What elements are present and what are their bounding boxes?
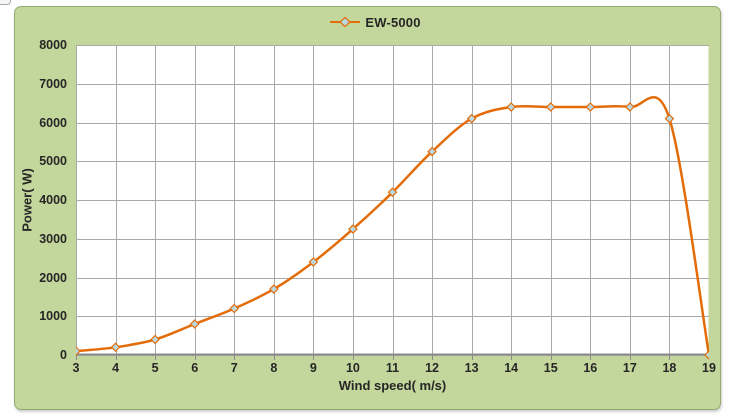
y-tick-label: 8000 [39,38,67,52]
x-tick-label: 18 [662,361,677,375]
x-tick-label: 16 [583,361,598,375]
legend-label: EW-5000 [365,14,421,30]
x-tick-label: 8 [270,361,278,375]
y-tick-label: 1000 [39,309,67,324]
x-tick-label: 17 [622,361,637,375]
x-tick-label: 4 [112,361,120,375]
x-tick-label: 5 [151,361,159,375]
y-tick-label: 0 [60,348,67,362]
x-tick-label: 19 [702,361,716,375]
y-tick-label: 4000 [39,193,67,207]
chart-panel[interactable]: EW-5000 Power( W) Wind speed( m/s) 0 1000… [14,6,721,410]
x-tick-label: 9 [309,361,317,375]
y-tick-label: 7000 [39,76,67,91]
axis-lines [76,353,709,360]
x-tick-label: 7 [230,361,238,375]
x-tick-label: 10 [345,361,360,375]
legend-line-marker-icon [330,16,361,28]
gridlines [76,45,709,356]
y-tick-label: 3000 [39,231,67,246]
x-tick-label: 11 [385,361,400,375]
y-tick-label: 2000 [39,270,67,285]
x-tick-label: 6 [191,361,199,375]
x-tick-label: 14 [504,361,519,375]
x-tick-label: 15 [543,361,558,375]
x-tick-label: 12 [425,361,440,375]
plot-area[interactable] [76,45,709,367]
x-tick-label: 13 [464,361,479,375]
y-tick-label: 5000 [39,154,67,169]
y-tick-label: 6000 [39,115,67,130]
x-tick-label: 3 [72,361,80,375]
x-axis-title: Wind speed( m/s) [338,378,447,393]
screen-corner-artifact [0,0,11,5]
legend[interactable]: EW-5000 [23,13,728,31]
series-markers [76,102,709,360]
